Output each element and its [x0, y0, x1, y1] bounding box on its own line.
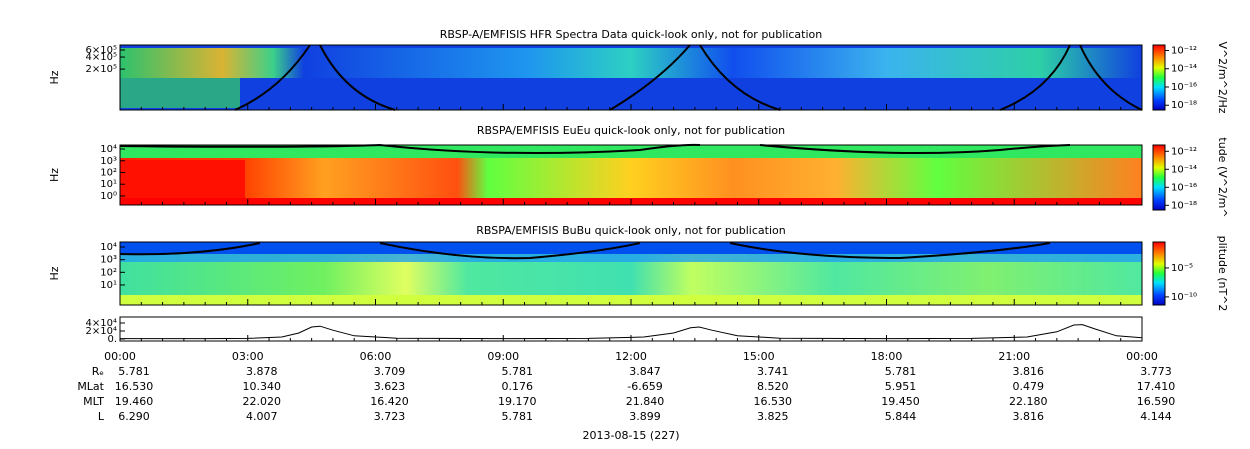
ephemeris-value: 16.530 — [754, 395, 793, 408]
x-tick-label: 00:00 — [104, 350, 136, 363]
ephemeris-value: 3.816 — [1013, 365, 1045, 378]
colorbar-tick-label: 10⁻¹⁰ — [1171, 292, 1197, 303]
colorbar — [1152, 44, 1166, 111]
ephemeris-label: MLat — [77, 380, 104, 393]
x-tick-label: 12:00 — [615, 350, 647, 363]
ephemeris-value: 3.723 — [374, 410, 406, 423]
ephemeris-value: 6.290 — [118, 410, 150, 423]
ephemeris-value: 5.844 — [885, 410, 917, 423]
panel-title: RBSP-A/EMFISIS HFR Spectra Data quick-lo… — [440, 28, 823, 41]
ephemeris-value: 5.781 — [502, 410, 534, 423]
colorbar-label: V^2/m^2/Hz — [1216, 41, 1229, 113]
ephemeris-value: 5.781 — [118, 365, 150, 378]
ephemeris-value: 0.479 — [1013, 380, 1045, 393]
colorbar-tick-label: 10⁻¹² — [1171, 146, 1197, 157]
y-tick-label: 10² — [100, 167, 117, 178]
colorbar-tick-label: 10⁻¹⁴ — [1171, 64, 1197, 75]
y-axis-label: Hz — [48, 168, 61, 182]
colorbar-label: tude (V^2/m^ — [1216, 137, 1229, 217]
y-tick-label: 2×10⁵ — [86, 64, 117, 75]
ephemeris-value: 10.340 — [243, 380, 282, 393]
date-label: 2013-08-15 (227) — [582, 429, 679, 442]
y-tick-label: 10⁰ — [100, 191, 117, 202]
colorbar-tick-label: 10⁻⁵ — [1171, 263, 1193, 274]
ephemeris-label: Rₑ — [92, 365, 104, 378]
y-tick-label: 10² — [100, 267, 117, 278]
y-tick-label: 10¹ — [100, 179, 117, 190]
y-tick-label: 0. — [107, 334, 117, 345]
y-tick-label: 4×10⁵ — [86, 52, 117, 63]
colorbar-tick-label: 10⁻¹⁴ — [1171, 164, 1197, 175]
colorbar-tick-label: 10⁻¹⁶ — [1171, 182, 1197, 193]
panel-frame — [119, 316, 1143, 342]
ephemeris-value: 3.816 — [1013, 410, 1045, 423]
ephemeris-value: 22.180 — [1009, 395, 1048, 408]
x-tick-label: 21:00 — [998, 350, 1030, 363]
y-tick-label: 10³ — [100, 156, 117, 167]
ephemeris-value: 3.773 — [1140, 365, 1172, 378]
x-tick-label: 00:00 — [1126, 350, 1158, 363]
panel-title: RBSPA/EMFISIS EuEu quick-look only, not … — [477, 124, 785, 137]
colorbar — [1152, 144, 1166, 211]
panel-title: RBSPA/EMFISIS BuBu quick-look only, not … — [476, 224, 786, 237]
ephemeris-value: 19.450 — [881, 395, 920, 408]
ephemeris-value: 22.020 — [243, 395, 282, 408]
ephemeris-value: 3.899 — [629, 410, 661, 423]
y-tick-label: 10³ — [100, 255, 117, 266]
ephemeris-value: -6.659 — [627, 380, 662, 393]
y-tick-label: 10⁴ — [100, 144, 117, 155]
ephemeris-value: 16.590 — [1137, 395, 1176, 408]
plasma-line — [119, 44, 1143, 260]
spectrogram-image — [120, 45, 1142, 305]
ephemeris-value: 21.840 — [626, 395, 665, 408]
y-axis-label: Hz — [48, 70, 61, 84]
colorbar-tick-label: 10⁻¹⁶ — [1171, 82, 1197, 93]
x-tick-label: 09:00 — [487, 350, 519, 363]
ephemeris-value: 3.623 — [374, 380, 406, 393]
ephemeris-value: 17.410 — [1137, 380, 1176, 393]
ephemeris-value: 0.176 — [502, 380, 534, 393]
data-line — [120, 324, 1143, 340]
colorbar — [1152, 241, 1166, 306]
colorbar-tick-label: 10⁻¹⁸ — [1171, 100, 1197, 111]
x-tick-label: 06:00 — [360, 350, 392, 363]
ephemeris-value: 19.460 — [115, 395, 154, 408]
y-tick-label: 10⁴ — [100, 242, 117, 253]
y-tick-label: 4×10⁴ — [86, 318, 117, 329]
colorbar-tick-label: 10⁻¹² — [1171, 45, 1197, 56]
y-tick-label: 6×10⁵ — [86, 45, 117, 56]
ephemeris-label: L — [98, 410, 105, 423]
ephemeris-value: 4.007 — [246, 410, 278, 423]
y-tick-label: 10¹ — [100, 280, 117, 291]
ephemeris-value: 3.878 — [246, 365, 278, 378]
colorbar-label: plitude (nT^2 — [1216, 236, 1229, 312]
x-tick-label: 03:00 — [232, 350, 264, 363]
x-tick-label: 15:00 — [743, 350, 775, 363]
ephemeris-value: 4.144 — [1140, 410, 1172, 423]
ephemeris-value: 8.520 — [757, 380, 789, 393]
x-tick-label: 18:00 — [871, 350, 903, 363]
colorbar-tick-label: 10⁻¹⁸ — [1171, 200, 1197, 211]
ephemeris-value: 3.741 — [757, 365, 789, 378]
ephemeris-value: 3.847 — [629, 365, 661, 378]
ephemeris-value: 5.951 — [885, 380, 917, 393]
ephemeris-value: 3.825 — [757, 410, 789, 423]
ephemeris-value: 16.420 — [370, 395, 409, 408]
ephemeris-value: 5.781 — [502, 365, 534, 378]
panel-frame — [119, 144, 1143, 206]
panel-frame — [119, 241, 1143, 306]
panel-frame — [119, 44, 1143, 111]
y-tick-label: 2×10⁴ — [86, 326, 117, 337]
ephemeris-value: 3.709 — [374, 365, 406, 378]
ephemeris-label: MLT — [83, 395, 104, 408]
ephemeris-value: 5.781 — [885, 365, 917, 378]
ephemeris-value: 16.530 — [115, 380, 154, 393]
ephemeris-value: 19.170 — [498, 395, 537, 408]
y-axis-label: Hz — [48, 266, 61, 280]
